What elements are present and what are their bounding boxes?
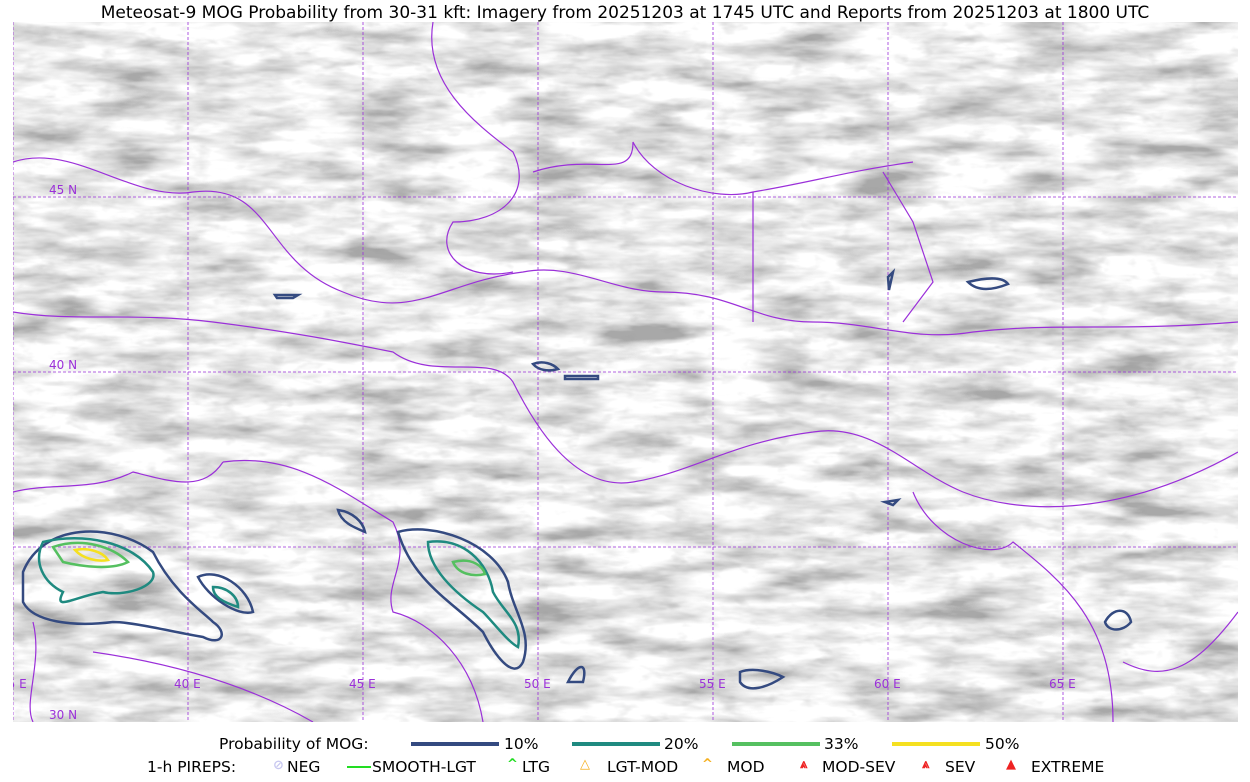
mog-20-label: 20%: [664, 735, 699, 753]
lon-label: 50 E: [524, 677, 551, 691]
lon-label: 40 E: [174, 677, 201, 691]
contour-20: [426, 540, 521, 649]
contour-33: [451, 559, 487, 577]
neg-icon: ⊘: [273, 758, 284, 773]
contour-10: [272, 293, 303, 300]
contour-10: [396, 528, 528, 670]
contour-10: [21, 530, 223, 642]
contour-50: [72, 547, 111, 562]
contour-10: [886, 268, 896, 291]
smooth-lgt-icon: [347, 766, 371, 768]
mog-20-swatch: [572, 742, 660, 746]
mog-legend-title: Probability of MOG:: [219, 735, 369, 753]
contour-10: [530, 361, 561, 372]
pirep-lgt-mod-label: LGT-MOD: [607, 758, 679, 776]
pirep-sev-label: SEV: [945, 758, 976, 776]
contour-10: [563, 374, 600, 381]
contour-20: [211, 585, 240, 609]
lgt-mod-icon: △: [580, 757, 590, 772]
contour-10: [738, 668, 786, 690]
mod-icon: ^: [702, 757, 713, 772]
lat-label: 45 N: [49, 183, 77, 197]
mog-10-label: 10%: [504, 735, 539, 753]
lon-label: 65 E: [1049, 677, 1076, 691]
pirep-neg-label: NEG: [287, 758, 321, 776]
mog-50-swatch: [892, 742, 980, 746]
chart-title: Meteosat-9 MOG Probability from 30-31 kf…: [100, 3, 1150, 23]
contour-20: [37, 537, 155, 604]
lat-lon-gridlines: [13, 22, 1238, 722]
lat-label: 40 N: [49, 358, 77, 372]
mog-33-label: 33%: [824, 735, 859, 753]
axis-labels: 35 E 40 E 45 E 50 E 55 E 60 E 65 E 45 N 40 N 30 N: [13, 183, 1076, 722]
mog-50-label: 50%: [985, 735, 1020, 753]
mog-33-swatch: [732, 742, 820, 746]
pirep-extreme-label: EXTREME: [1031, 758, 1105, 776]
ltg-icon: ^: [507, 757, 518, 772]
extreme-icon: ▲: [1006, 757, 1016, 772]
lon-label: 55 E: [699, 677, 726, 691]
pirep-legend-title: 1-h PIREPS:: [147, 758, 237, 776]
contour-10: [1103, 609, 1133, 631]
mod-sev-icon: ⩓: [800, 757, 808, 772]
pirep-legend: 1-h PIREPS: ⊘ NEG SMOOTH-LGT ^ LTG △ LGT…: [0, 757, 1250, 777]
pirep-mod-label: MOD: [727, 758, 765, 776]
contour-10: [565, 665, 586, 684]
pirep-ltg-label: LTG: [522, 758, 550, 776]
pirep-mod-sev-label: MOD-SEV: [822, 758, 896, 776]
contour-10: [196, 573, 255, 615]
mog-contours: [21, 268, 1133, 690]
satellite-map: 35 E 40 E 45 E 50 E 55 E 60 E 65 E 45 N 40 N 30 N: [13, 22, 1238, 722]
lon-label: 45 E: [349, 677, 376, 691]
lon-label: 35 E: [13, 677, 27, 691]
contour-33: [51, 541, 131, 569]
mog-10-swatch: [411, 742, 499, 746]
contour-10: [965, 277, 1010, 291]
mog-legend: Probability of MOG: 10% 20% 33% 50%: [0, 734, 1250, 754]
pirep-smooth-lgt-label: SMOOTH-LGT: [372, 758, 476, 776]
contour-10: [880, 498, 902, 507]
contour-10: [336, 508, 367, 535]
country-borders: [13, 22, 1238, 722]
lon-label: 60 E: [874, 677, 901, 691]
lat-label: 30 N: [49, 708, 77, 722]
sev-icon: ⩓: [922, 757, 930, 772]
